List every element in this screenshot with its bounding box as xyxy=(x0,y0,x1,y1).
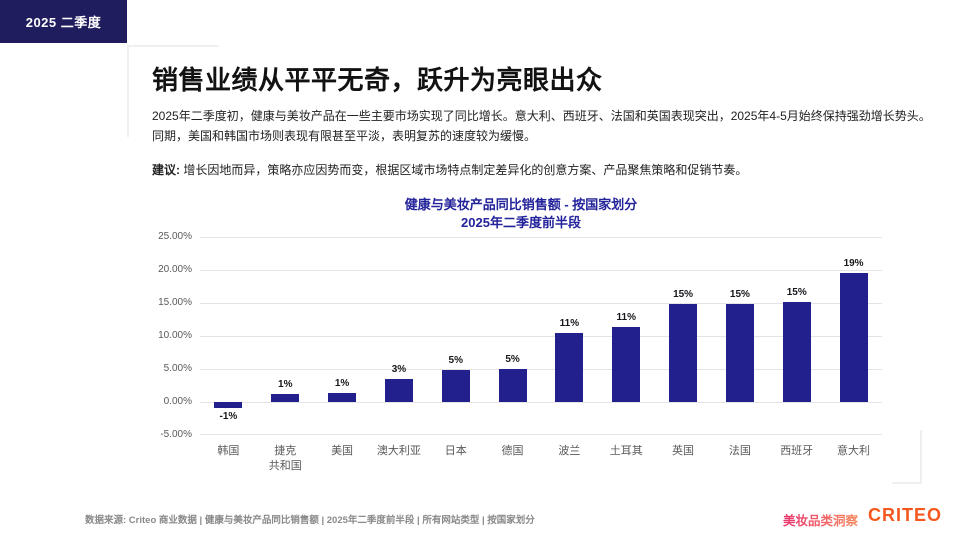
bar-5 xyxy=(498,369,527,402)
x-category-label: 韩国 xyxy=(217,445,240,457)
chart-title: 健康与美妆产品同比销售额 - 按国家划分 xyxy=(404,197,638,212)
gridline xyxy=(200,434,882,435)
advice-paragraph: 建议: 增长因地而异，策略亦应因势而变，根据区域市场特点制定差异化的创意方案、产… xyxy=(152,160,938,180)
plot-area: -1% 1% 1% 3% 5% 5% 11% 11% 15% 15% 15% 19% xyxy=(200,237,882,435)
x-category-label: 土耳其 xyxy=(609,445,643,457)
y-tick-label: 25.00% xyxy=(158,231,192,242)
quarter-badge: 2025 二季度 xyxy=(0,0,127,43)
gridline xyxy=(200,303,882,304)
y-tick-label: 10.00% xyxy=(158,330,192,341)
category-insight-label: 美妆品类洞察 xyxy=(783,510,858,529)
gridline xyxy=(200,369,882,370)
bar-value-label: 11% xyxy=(559,317,580,329)
x-category-label: 意大利 xyxy=(837,445,871,457)
x-category-label: 美国 xyxy=(331,445,354,457)
y-tick-label: 5.00% xyxy=(163,363,192,374)
y-tick-label: 0.00% xyxy=(163,396,192,407)
bar-2 xyxy=(328,393,357,402)
y-tick-label: -5.00% xyxy=(160,429,192,440)
bar-value-label: 15% xyxy=(729,288,750,300)
x-category-label: 法国 xyxy=(728,445,751,457)
bar-value-label: 19% xyxy=(843,258,864,270)
bar-9 xyxy=(725,303,754,402)
summary-paragraph: 2025年二季度初，健康与美妆产品在一些主要市场实现了同比增长。意大利、西班牙、… xyxy=(152,109,931,143)
criteo-logo: CRITEO xyxy=(868,505,943,525)
x-category-label: 英国 xyxy=(672,445,695,457)
x-category-label: 波兰 xyxy=(558,445,581,457)
bar-value-label: 15% xyxy=(786,286,807,298)
gridline xyxy=(200,336,882,337)
x-category-label: 西班牙 xyxy=(780,445,814,457)
x-category-label: 捷克 共和国 xyxy=(268,445,302,472)
bar-value-label: 5% xyxy=(505,354,520,365)
bar-value-label: 1% xyxy=(278,379,293,391)
bar-chart: 25.00% 20.00% 15.00% 10.00% 5.00% 0.00% -5.00%… xyxy=(152,231,912,474)
bar-1 xyxy=(271,394,300,402)
page-title: 销售业绩从平平无奇，跃升为亮眼出众 xyxy=(152,65,603,95)
x-axis: 韩国 捷克 共和国 美国 澳大利亚 日本 德国 波兰 土耳其 英国 法国 西班牙 意大利 xyxy=(200,444,882,474)
chart-title-block: 健康与美妆产品同比销售额 - 按国家划分 2025年二季度前半段 xyxy=(160,196,882,232)
gridline xyxy=(200,237,882,238)
bar-11 xyxy=(839,273,868,402)
bar-value-label: 3% xyxy=(391,363,407,375)
bar-6 xyxy=(555,332,584,402)
gridline xyxy=(200,270,882,271)
chart-subtitle: 2025年二季度前半段 xyxy=(461,215,581,230)
x-category-label: 澳大利亚 xyxy=(376,445,421,457)
bar-10 xyxy=(782,301,811,402)
card-corner-top-left xyxy=(127,45,219,137)
x-category-label: 日本 xyxy=(444,445,467,457)
y-tick-label: 20.00% xyxy=(158,264,192,275)
bar-value-label: 11% xyxy=(616,311,636,323)
y-tick-label: 15.00% xyxy=(158,297,192,308)
bar-8 xyxy=(669,304,698,402)
bar-value-label: 15% xyxy=(673,289,694,301)
advice-label: 建议: xyxy=(152,163,180,177)
bar-value-label: -1% xyxy=(219,410,238,422)
y-axis: 25.00% 20.00% 15.00% 10.00% 5.00% 0.00% -5.00% xyxy=(152,231,192,440)
advice-text: 增长因地而异，策略亦应因势而变，根据区域市场特点制定差异化的创意方案、产品聚焦策… xyxy=(183,163,748,177)
quarter-badge-label: 2025 二季度 xyxy=(25,15,102,30)
bar-0 xyxy=(214,402,243,408)
card-corner-bottom-right xyxy=(892,430,922,484)
bar-value-label: 1% xyxy=(334,378,350,390)
data-source-note: 数据来源: Criteo 商业数据 | 健康与美妆产品同比销售额 | 2025年… xyxy=(85,515,535,526)
bar-4 xyxy=(441,370,470,402)
gridline xyxy=(200,402,882,403)
x-category-label: 德国 xyxy=(501,445,524,457)
bar-value-label: 5% xyxy=(448,355,463,367)
bar-3 xyxy=(384,378,413,402)
bar-7 xyxy=(612,326,641,402)
